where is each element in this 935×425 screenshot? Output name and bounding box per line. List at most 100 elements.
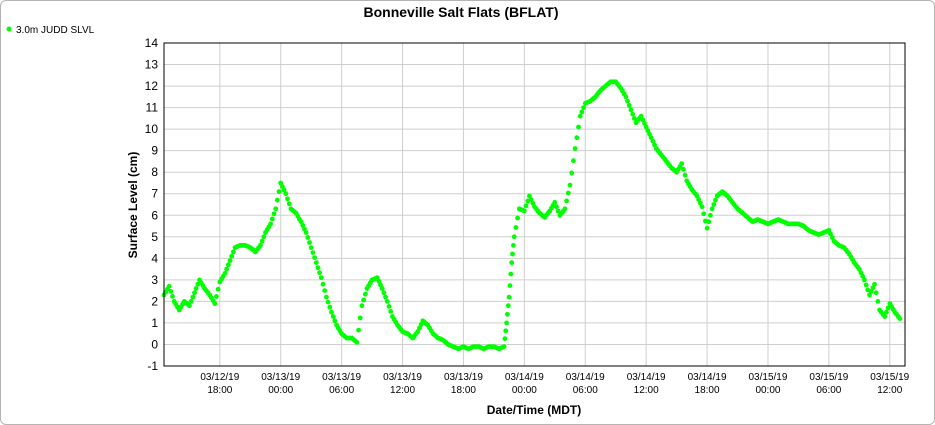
data-point [307,240,312,245]
x-tick-time: 06:00 [816,385,841,396]
data-point [552,199,558,205]
data-point [168,289,174,294]
data-point [681,166,686,172]
data-point [623,94,629,100]
data-point [515,215,520,221]
data-point [215,286,221,292]
x-tick-date: 03/14/19 [505,372,544,383]
data-point [564,198,569,204]
y-axis-label: Surface Level (cm) [126,152,140,259]
data-point [313,260,319,265]
data-point [706,219,712,225]
data-point [317,270,322,276]
data-point [374,275,380,281]
data-points [161,79,903,352]
y-tick-label: 7 [151,187,158,201]
data-point [630,111,635,117]
y-tick-label: 13 [145,58,159,72]
data-point [224,266,230,272]
grid [164,42,905,367]
legend-label: 3.0m JUDD SLVL [16,25,95,36]
x-tick-time: 00:00 [268,385,293,396]
data-point [875,299,881,304]
data-point [576,124,581,130]
data-point [682,172,688,178]
data-point [166,283,172,289]
data-point [357,315,363,321]
data-point [521,208,527,214]
data-point [870,285,876,291]
x-tick-date: 03/14/19 [566,372,605,383]
data-point [356,327,361,333]
data-point [302,226,307,232]
data-point [856,266,862,272]
data-point [231,249,236,255]
data-point [274,197,280,203]
y-tick-label: 4 [151,251,158,265]
data-point [505,303,511,309]
data-point [376,278,382,284]
data-point [381,290,387,296]
data-point [567,182,573,188]
data-point [332,318,338,324]
data-point [359,303,365,309]
data-point [320,281,326,287]
data-point [354,339,360,345]
data-point [261,234,267,240]
y-tick-label: 9 [151,144,158,158]
data-point [523,203,529,209]
data-point [303,230,309,235]
x-tick-date: 03/13/19 [444,372,483,383]
data-point [170,294,175,299]
data-point [305,235,311,240]
data-point [225,262,231,268]
data-point [709,206,715,212]
data-point [259,238,265,244]
data-point [506,294,512,300]
data-point [417,325,422,331]
data-point [860,273,866,279]
data-point [276,189,282,195]
x-tick-time: 06:00 [329,385,354,396]
y-tick-label: 11 [146,101,159,115]
x-axis-label: Date/Time (MDT) [487,403,581,417]
data-point [826,227,832,233]
data-point [528,197,534,202]
data-point [699,204,705,210]
data-point [258,243,263,248]
data-point [562,206,568,212]
chart-title: Bonneville Salt Flats (BFLAT) [364,4,559,20]
data-point [873,290,879,296]
data-point [868,289,874,294]
data-point [308,245,314,251]
y-tick-label: 5 [151,230,158,244]
x-tick-labels: 03/12/19 18:00 03/13/19 00:00 03/13/19 06:00 0… [200,372,909,396]
data-point [579,109,585,115]
data-point [188,299,194,304]
data-point [577,113,583,119]
data-point [872,281,877,287]
data-point [388,309,394,314]
data-point [862,277,867,283]
data-point [327,304,333,310]
data-point [384,299,390,304]
data-point [626,103,632,108]
data-point [383,294,388,300]
data-point [229,253,235,259]
data-point [572,146,578,151]
data-point [271,211,277,217]
data-point [527,193,532,199]
data-point [863,282,869,288]
x-tick-time: 12:00 [877,385,902,396]
data-point [227,258,233,263]
y-tick-label: -1 [147,359,158,373]
data-point [694,193,700,199]
data-point [325,299,331,305]
data-point [708,212,713,218]
data-point [285,196,290,202]
data-point [711,202,717,207]
data-point [510,251,515,257]
